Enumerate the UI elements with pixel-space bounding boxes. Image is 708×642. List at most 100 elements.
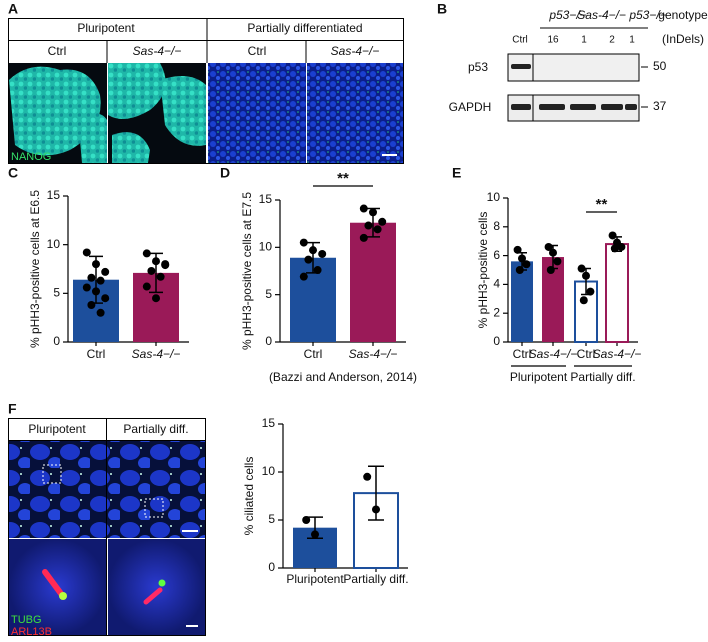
lane-label: 16 [547, 35, 559, 46]
column-label: Sas-4−/− [331, 44, 380, 58]
data-point [92, 287, 100, 296]
y-axis-label: % pHH3-positive cells [476, 212, 490, 329]
data-point [304, 255, 313, 264]
micrograph [9, 63, 107, 163]
y-tick-label: 0 [53, 334, 60, 348]
x-tick-label: Sas-4−/− [593, 347, 642, 361]
data-point [96, 276, 105, 285]
lane-label: 2 [609, 35, 615, 46]
x-tick-label: Ctrl [304, 347, 323, 361]
stain-label: NANOG [11, 151, 51, 163]
data-point [363, 472, 372, 481]
panel-letter: D [220, 165, 230, 181]
column-label: Pluripotent [28, 422, 86, 436]
zoom-image [9, 539, 205, 635]
bar [605, 243, 629, 343]
data-point [544, 242, 553, 251]
y-axis-label: % pHH3-positive cells at E6.5 [28, 190, 42, 348]
data-point [372, 505, 380, 514]
bar [542, 257, 564, 342]
data-point [82, 248, 91, 257]
x-tick-label: Ctrl [87, 347, 106, 361]
indels-title: (InDels) [662, 32, 704, 46]
data-point [87, 301, 96, 310]
data-point [364, 221, 373, 230]
protein-label: p53 [468, 60, 488, 74]
data-point [359, 204, 368, 213]
bar [350, 222, 396, 342]
x-tick-label: Sas-4−/− [132, 347, 181, 361]
data-point [313, 266, 322, 275]
data-point [522, 260, 531, 269]
panel-letter: B [437, 1, 447, 17]
y-tick-label: 0 [265, 334, 272, 348]
stain-label: TUBG [11, 614, 42, 626]
data-point [147, 266, 156, 275]
genotype-group: p53−/− [548, 8, 586, 22]
data-point [142, 282, 151, 291]
y-tick-label: 2 [493, 305, 500, 319]
stain-label: ARL13B [11, 626, 52, 638]
marker-label: 37 [653, 99, 667, 113]
y-tick-label: 10 [47, 237, 61, 251]
x-tick-label: Sas-4−/− [529, 347, 578, 361]
genotype-title: genotype [658, 8, 708, 22]
data-point [302, 516, 311, 524]
panel-letter: E [452, 165, 461, 181]
data-point [309, 246, 317, 255]
data-point [369, 208, 377, 217]
blot [507, 53, 648, 122]
y-tick-label: 5 [265, 287, 272, 301]
column-header: Pluripotent [77, 21, 135, 35]
data-point [156, 272, 165, 281]
data-point [553, 257, 562, 266]
micrograph [107, 441, 205, 538]
y-tick-label: 0 [493, 334, 500, 348]
column-label: Ctrl [248, 44, 267, 58]
protein-label: GAPDH [449, 100, 492, 114]
y-tick-label: 5 [53, 286, 60, 300]
panel-letter: F [8, 401, 17, 417]
column-label: Partially diff. [123, 422, 188, 436]
column-label: Sas-4−/− [133, 44, 182, 58]
y-tick-label: 15 [262, 416, 276, 430]
data-point [577, 264, 586, 273]
data-point [142, 249, 151, 258]
data-point [152, 257, 160, 266]
group-label: Partially diff. [570, 370, 635, 384]
data-point [318, 249, 327, 258]
data-point [610, 244, 619, 253]
data-point [518, 254, 526, 263]
frame [8, 18, 404, 164]
y-tick-label: 15 [259, 192, 273, 206]
column-label: Ctrl [48, 44, 67, 58]
zoom-box [42, 464, 62, 484]
data-point [299, 272, 308, 281]
x-tick-label: Pluripotent [286, 572, 344, 586]
group-label: Pluripotent [510, 370, 568, 384]
data-point [586, 287, 595, 296]
significance-label: ** [596, 196, 608, 213]
column-header: Partially differentiated [247, 21, 362, 35]
marker-label: 50 [653, 59, 667, 73]
y-tick-label: 10 [262, 464, 276, 478]
micrograph [208, 63, 306, 163]
micrograph [9, 441, 106, 538]
x-tick-label: Ctrl [513, 347, 532, 361]
y-tick-label: 4 [493, 277, 500, 291]
bar [511, 261, 533, 342]
micrograph [108, 63, 206, 163]
zoom-box [144, 498, 164, 518]
y-tick-label: 0 [268, 560, 275, 574]
lane-label: 1 [629, 35, 635, 46]
y-tick-label: 6 [493, 248, 500, 262]
y-tick-label: 8 [493, 219, 500, 233]
y-axis-label: % pHH3-positive cells at E7.5 [240, 192, 254, 350]
data-point [513, 245, 522, 254]
data-point [378, 217, 387, 226]
data-point [617, 242, 626, 251]
panel-letter: C [8, 165, 18, 181]
lane-label: Ctrl [512, 35, 528, 46]
data-point [311, 530, 319, 539]
